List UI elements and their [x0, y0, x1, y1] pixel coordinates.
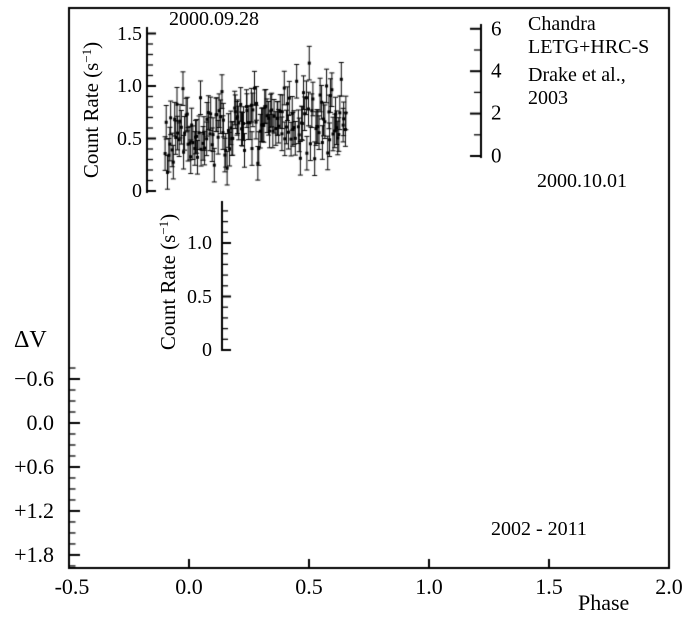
count-rate-close-paren: ) [156, 213, 181, 221]
ytick-middle-05: 0.5 [187, 286, 212, 308]
title-date-20000928: 2000.09.28 [169, 8, 259, 30]
xtick-phase-m05: -0.5 [54, 574, 90, 599]
xtick-phase-20: 2.0 [655, 574, 683, 599]
years-range-label: 2002 - 2011 [491, 518, 587, 540]
phase-axis-label: Phase [578, 590, 630, 615]
delta-v-axis-label: ΔV [14, 327, 47, 353]
count-rate-superscript: −1 [78, 48, 94, 63]
instrument-line-2: LETG+HRC-S [528, 36, 650, 58]
ytick-middle-0: 0 [202, 339, 212, 361]
ytick-inset-15: 1.5 [117, 23, 142, 45]
ytick-dv-m06: −0.6 [14, 366, 54, 391]
credit-label: Drake et al., 2003 [528, 64, 626, 110]
xtick-phase-05: 0.5 [295, 574, 323, 599]
ytick-flare-2: 2 [491, 100, 502, 125]
instrument-line-1: Chandra [528, 13, 596, 35]
count-rate-text: Count Rate (s [79, 62, 104, 179]
credit-line-1: Drake et al., [528, 64, 626, 86]
chandra-instrument-label: Chandra LETG+HRC-S [528, 13, 649, 59]
ytick-inset-05: 0.5 [117, 128, 142, 150]
count-rate-close-paren: ) [79, 41, 104, 49]
ytick-flare-0: 0 [491, 143, 502, 168]
ytick-dv-p18: +1.8 [14, 542, 54, 567]
xtick-phase-00: 0.0 [175, 574, 203, 599]
ytick-dv-00: 0.0 [26, 410, 55, 435]
count-rate-superscript: −1 [155, 220, 171, 235]
ytick-middle-10: 1.0 [187, 232, 212, 254]
ytick-inset-10: 1.0 [117, 75, 142, 97]
ytick-dv-p06: +0.6 [14, 454, 54, 479]
title-date-20001001: 2000.10.01 [537, 170, 627, 192]
ytick-flare-6: 6 [491, 16, 502, 41]
ytick-flare-4: 4 [491, 58, 502, 83]
ytick-dv-p12: +1.2 [14, 498, 54, 523]
xtick-phase-15: 1.5 [535, 574, 563, 599]
ytick-inset-0: 0 [132, 180, 142, 202]
count-rate-axis-label-top: Count Rate (s−1) [78, 41, 104, 179]
credit-line-2: 2003 [528, 87, 568, 109]
xtick-phase-10: 1.0 [415, 574, 443, 599]
